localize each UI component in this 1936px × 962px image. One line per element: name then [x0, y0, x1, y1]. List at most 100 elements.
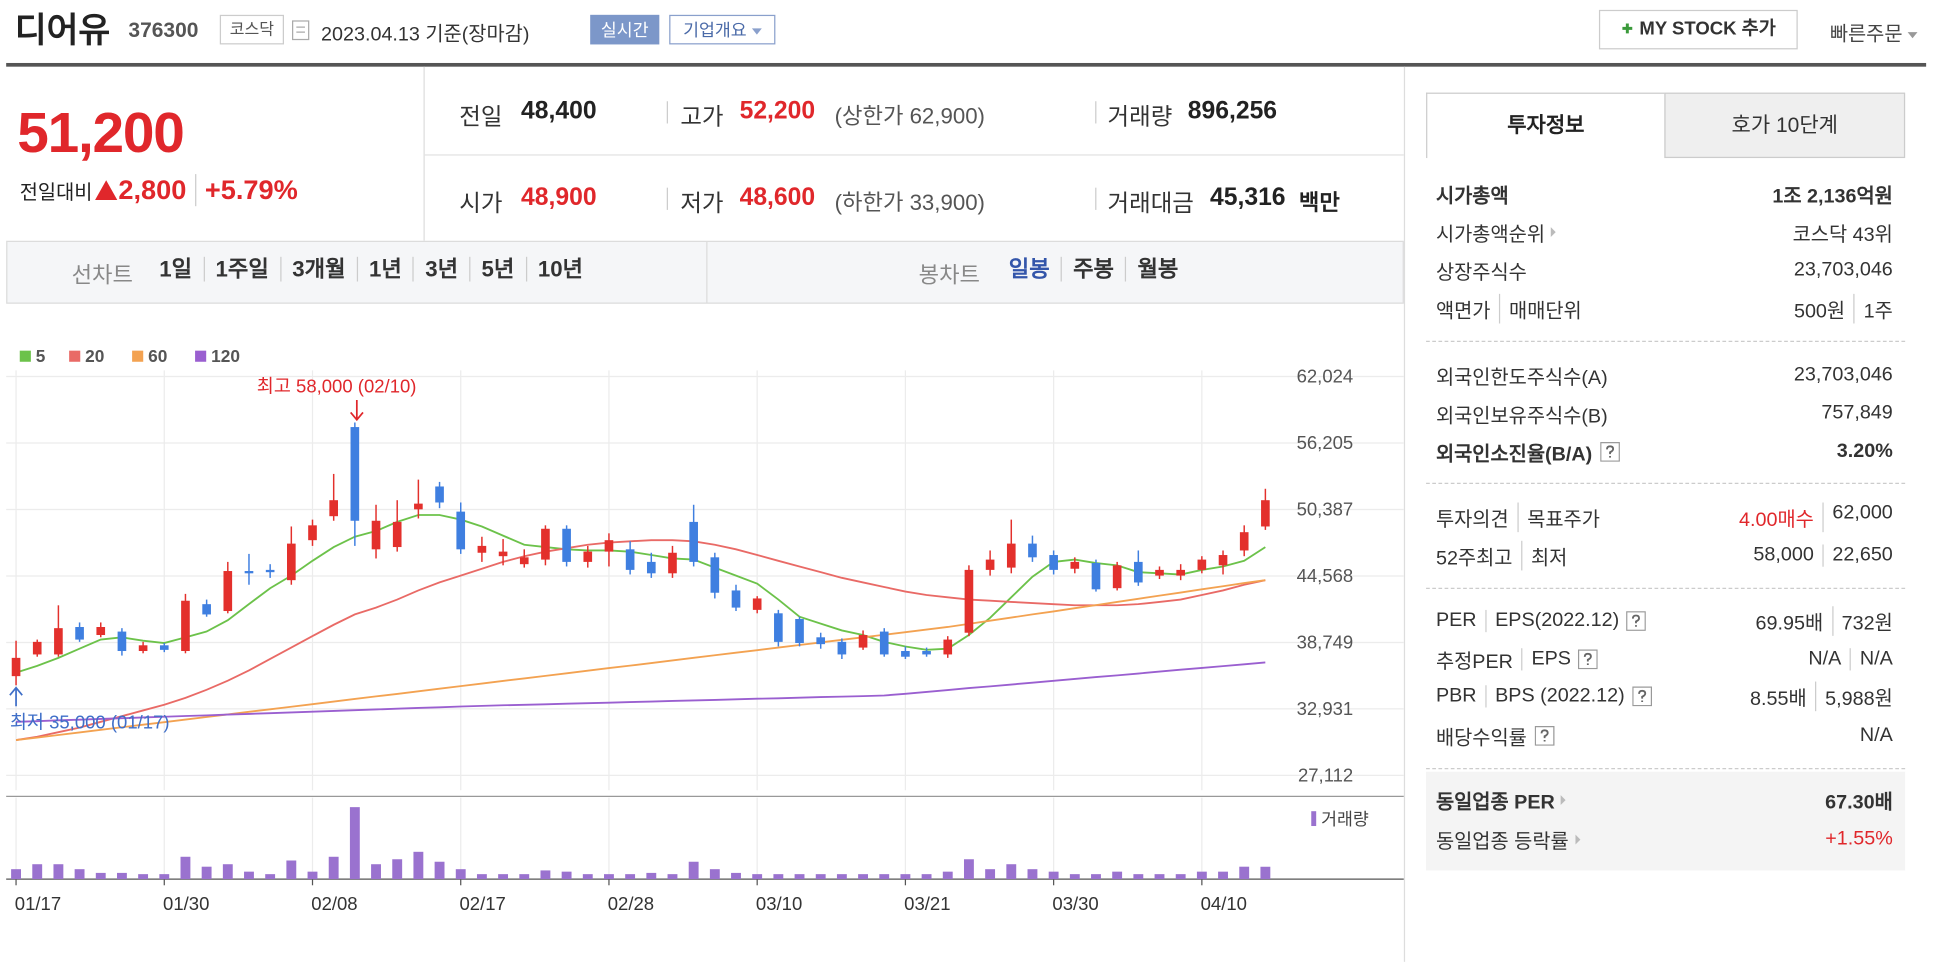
volume-bar [32, 864, 43, 880]
candle-body [795, 619, 804, 644]
x-tick-label: 03/10 [756, 893, 802, 914]
divider [666, 101, 668, 124]
x-tick-label: 02/17 [459, 893, 505, 914]
help-icon[interactable] [1578, 649, 1599, 670]
line-tab[interactable]: 5년 [469, 256, 525, 282]
info-value: 67.30배 [1825, 785, 1893, 815]
line-tab[interactable]: 1주일 [203, 256, 280, 282]
volume-bar [286, 860, 297, 880]
candle-body [604, 540, 614, 552]
line-tab[interactable]: 3년 [412, 256, 469, 282]
realtime-button[interactable]: 실시간 [590, 14, 660, 45]
info-value: 69.95배 732원 [1756, 606, 1893, 636]
candle-body [159, 645, 169, 650]
candle-body [879, 631, 889, 655]
candle-body [816, 637, 826, 645]
candle-body [901, 651, 910, 657]
line-tab[interactable]: 1년 [356, 256, 413, 282]
y-tick-label: 38,749 [1297, 632, 1354, 653]
volume-bar [413, 851, 424, 880]
label-part: 52주최고 [1435, 548, 1513, 570]
volume-bar [1260, 866, 1271, 880]
line-tab[interactable]: 10년 [525, 256, 594, 282]
volume-bar [1069, 874, 1080, 880]
volume-bar [540, 870, 551, 880]
volume-bar [858, 874, 868, 880]
candle-body [583, 551, 593, 562]
info-tab[interactable]: 투자정보 [1426, 92, 1666, 159]
help-icon[interactable] [1534, 726, 1555, 746]
label-part: 최저 [1521, 540, 1567, 571]
dotted-divider [1426, 767, 1906, 770]
x-tick-label: 01/17 [15, 893, 61, 914]
help-icon[interactable] [1599, 442, 1620, 462]
volume-bar [180, 856, 191, 880]
value-part: 4.00매수 [1739, 509, 1814, 531]
label-part: 매매단위 [1499, 293, 1582, 324]
sector-box [1426, 771, 1906, 871]
info-label: 배당수익률 [1436, 721, 1555, 751]
candle-tab[interactable]: 주봉 [1060, 256, 1125, 282]
volume-bar [646, 872, 657, 880]
change-pct: +5.79% [195, 174, 298, 207]
orderbook-tab[interactable]: 호가 10단계 [1664, 92, 1906, 159]
candle-body [11, 657, 21, 677]
candle-body [1091, 563, 1101, 590]
volume-bar [1112, 871, 1123, 880]
info-row: 액면가 매매단위 500원 1주 [1436, 293, 1893, 324]
volume-bar [519, 874, 530, 880]
line-tab[interactable]: 1일 [159, 256, 193, 282]
volume-bar [498, 874, 509, 880]
volume-bar [371, 864, 381, 880]
candle-body [922, 651, 931, 655]
prev-label: 전일 [459, 104, 503, 131]
plus-icon [1622, 23, 1633, 34]
info-label: 투자의견 목표주가 [1435, 502, 1600, 533]
volume-bar [1091, 874, 1101, 880]
value-part: N/A [1859, 724, 1893, 746]
volume-bar [709, 869, 720, 880]
info-value: 757,849 [1821, 403, 1892, 425]
date: 2023.04.13 기준(장마감) [321, 24, 530, 46]
header-rule [6, 62, 1927, 67]
volume-bar [667, 874, 678, 880]
tab-bar [6, 240, 1404, 304]
volume-bar [265, 874, 276, 880]
candle-body [1197, 559, 1207, 570]
x-tick-label: 03/21 [904, 893, 950, 914]
volume-bar [815, 874, 826, 880]
dotted-divider [1426, 340, 1906, 343]
volume-bar [1133, 874, 1144, 880]
legend-swatch [132, 350, 144, 362]
dropdown-arrow [1907, 32, 1918, 39]
dotted-divider [1426, 482, 1906, 485]
y-tick-label: 27,112 [1298, 765, 1353, 786]
open-value: 48,900 [521, 183, 597, 212]
volume-bar [392, 859, 403, 880]
line-tab[interactable]: 3개월 [279, 256, 357, 282]
dotted-divider [1426, 587, 1906, 589]
info-value: 8.55배 5,988원 [1750, 681, 1893, 712]
volume-bar [349, 807, 360, 880]
legend-label: 120 [211, 346, 240, 366]
quick-order[interactable]: 빠른주문 [1830, 17, 1918, 47]
candle-body [75, 627, 84, 640]
candle-body [308, 525, 317, 541]
info-row: 52주최고 최저 58,000 22,650 [1435, 540, 1893, 571]
volume-bar [1196, 871, 1207, 880]
company-button[interactable]: 기업개요 [669, 14, 776, 45]
volume-bar [455, 869, 466, 880]
up-icon [94, 180, 118, 201]
legend-label: 60 [148, 346, 167, 366]
divider [666, 187, 668, 210]
help-icon[interactable] [1626, 611, 1647, 631]
mystock-button[interactable]: MY STOCK 추가 [1598, 9, 1798, 50]
label-part: EPS [1521, 648, 1571, 671]
candle-tab[interactable]: 월봉 [1125, 256, 1189, 282]
icon-shape [1637, 689, 1646, 703]
help-icon[interactable] [1632, 686, 1652, 707]
candle-tab[interactable]: 일봉 [1008, 256, 1050, 282]
label-part: 투자의견 [1435, 509, 1509, 531]
candle-body [1176, 569, 1186, 576]
